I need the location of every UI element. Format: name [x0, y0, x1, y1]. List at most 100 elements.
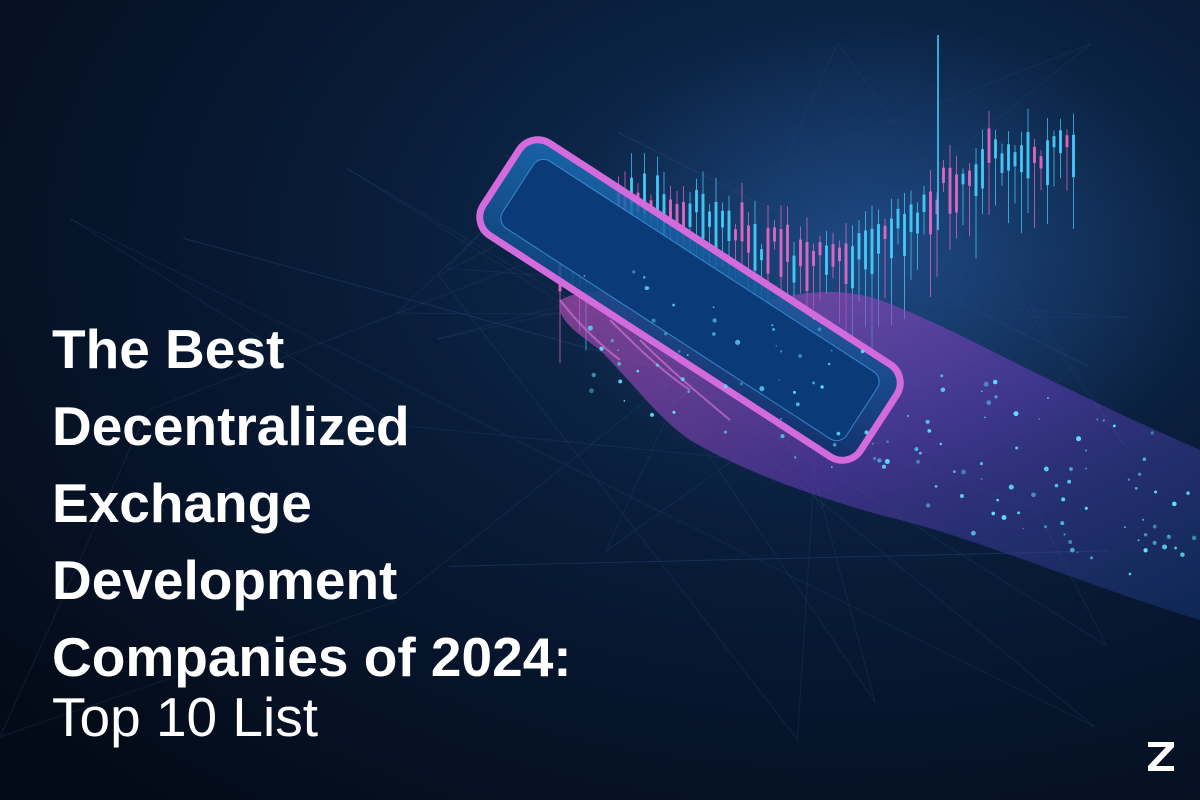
candle-body: [955, 174, 958, 213]
particle: [1191, 535, 1197, 541]
candle-body: [727, 210, 731, 241]
particle: [1142, 518, 1145, 521]
particle: [1084, 506, 1088, 510]
candle-body: [870, 228, 874, 275]
particle: [1102, 419, 1105, 422]
particle: [940, 374, 944, 378]
particle: [1154, 490, 1158, 494]
particle: [1134, 486, 1138, 490]
particle: [778, 379, 780, 381]
candle-body: [896, 208, 900, 229]
candle-body: [857, 233, 861, 260]
network-line: [70, 218, 400, 426]
particle: [980, 478, 983, 480]
particle: [1068, 539, 1073, 545]
particle: [674, 356, 677, 358]
particle: [739, 382, 743, 386]
particle: [643, 276, 646, 279]
particle: [672, 410, 676, 414]
particle: [1152, 540, 1157, 545]
candle-body: [740, 202, 744, 242]
particle: [1061, 497, 1066, 502]
particle: [650, 412, 655, 417]
particle: [646, 286, 650, 290]
particle: [1152, 524, 1157, 529]
particle: [792, 390, 797, 394]
particle: [884, 459, 890, 465]
particle: [617, 361, 622, 366]
candle-body: [974, 164, 978, 197]
candle-body: [877, 224, 880, 254]
logo-slash: [1148, 747, 1174, 766]
network-line: [0, 601, 396, 738]
particle: [712, 318, 717, 323]
particle: [915, 459, 920, 464]
particle: [1180, 552, 1185, 557]
candle-body: [1039, 156, 1043, 169]
candle-body: [818, 242, 822, 256]
particle: [1067, 479, 1072, 484]
particle: [925, 419, 930, 425]
candle-body: [1046, 140, 1049, 186]
particle: [871, 442, 874, 445]
particle: [1013, 411, 1019, 417]
candle-body: [890, 218, 893, 259]
particle: [1085, 449, 1087, 452]
particle: [1031, 492, 1036, 498]
particle: [860, 349, 865, 354]
particle: [952, 470, 956, 474]
candle-body: [1065, 135, 1069, 148]
particle: [780, 434, 785, 439]
logo: [1148, 742, 1174, 771]
particle: [677, 350, 681, 353]
particle: [836, 431, 841, 436]
particle: [599, 346, 604, 351]
network-line: [70, 218, 1095, 728]
particle: [864, 430, 869, 435]
particle: [872, 456, 877, 461]
candle-body: [838, 247, 841, 262]
particle: [1085, 467, 1088, 470]
particle: [617, 349, 620, 352]
candle-body: [1000, 153, 1004, 173]
particle: [1063, 533, 1066, 536]
particle: [1128, 572, 1132, 576]
particle: [832, 443, 837, 447]
particle: [986, 400, 992, 406]
candle-body: [929, 191, 932, 235]
network-line: [396, 226, 488, 314]
particle: [1137, 472, 1142, 476]
particle: [775, 345, 778, 347]
network-line: [0, 410, 148, 737]
particle: [1017, 511, 1021, 515]
particle: [651, 318, 656, 323]
particle: [712, 306, 715, 309]
candle-body: [812, 250, 815, 266]
particle: [1001, 515, 1007, 520]
particle: [1038, 418, 1041, 420]
candle-body: [935, 199, 939, 215]
particle: [1008, 484, 1014, 490]
particle: [649, 341, 652, 344]
particle: [934, 485, 938, 488]
logo-bar: [1148, 766, 1174, 771]
particle: [906, 414, 910, 418]
particle: [1137, 539, 1140, 542]
fingers: [559, 299, 731, 421]
phone: [476, 136, 904, 464]
candle-body: [792, 255, 796, 283]
network-line: [438, 274, 798, 740]
candle-body: [799, 239, 802, 267]
candle-body: [864, 230, 867, 270]
particle: [1076, 551, 1079, 554]
particle: [672, 303, 675, 307]
particle: [914, 447, 919, 452]
candle-body: [760, 249, 763, 261]
particle: [830, 466, 833, 468]
candle-body: [714, 201, 718, 250]
candle-body: [669, 199, 672, 227]
network-line: [837, 42, 1126, 447]
particle: [610, 338, 615, 343]
particle: [794, 456, 797, 459]
